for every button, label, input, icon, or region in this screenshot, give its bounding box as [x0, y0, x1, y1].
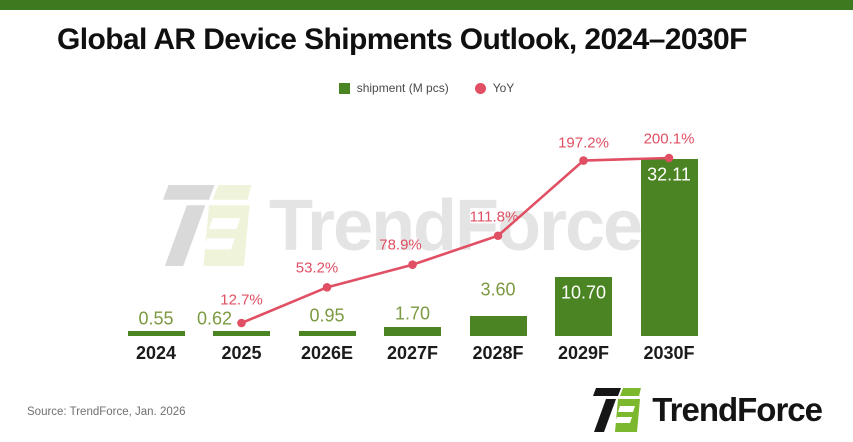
yoy-value-label: 111.8%: [469, 208, 519, 226]
x-axis-label-2024: 2024: [135, 343, 177, 363]
shipment-bar-2025: [213, 331, 270, 336]
shipment-value-label: 1.70: [394, 303, 431, 324]
yoy-point-2030F: [664, 153, 674, 163]
shipment-bar-2030F: [640, 159, 698, 336]
yoy-swatch-icon: [474, 82, 486, 94]
legend-item-yoy: YoY: [474, 81, 515, 95]
shipment-value-label: 0.95: [309, 305, 345, 326]
x-axis-label-2030F: 2030F: [643, 343, 695, 363]
chart-legend: shipment (M pcs) YoY: [0, 81, 853, 95]
x-axis-label-2026E: 2026E: [300, 343, 354, 363]
source-note: Source: TrendForce, Jan. 2026: [27, 406, 186, 418]
x-axis-label-2028F: 2028F: [472, 343, 524, 363]
shipment-swatch-icon: [338, 82, 350, 94]
yoy-value-label: 200.1%: [643, 130, 695, 148]
trendforce-logo-icon: [593, 388, 642, 432]
yoy-value-label: 12.7%: [220, 291, 263, 309]
legend-yoy-label: YoY: [492, 81, 515, 95]
shipment-value-label: 32.11: [647, 164, 691, 185]
brand-logo: TrendForce: [593, 387, 823, 433]
yoy-value-label: 78.9%: [379, 236, 422, 254]
brand-name: TrendForce: [652, 391, 823, 428]
shipment-bar-2024: [127, 331, 185, 336]
yoy-point-2028F: [493, 231, 503, 241]
yoy-point-2027F: [408, 260, 417, 270]
watermark: TrendForce: [163, 183, 643, 268]
yoy-line: [240, 156, 670, 325]
x-axis-label-2029F: 2029F: [557, 343, 610, 363]
shipment-value-label: 3.60: [480, 279, 516, 300]
watermark-logo-icon: [163, 185, 252, 266]
yoy-point-2029F: [579, 156, 588, 165]
yoy-value-label: 53.2%: [295, 259, 339, 277]
shipment-bar-2029F: [555, 277, 612, 336]
shipment-bar-2026E: [298, 330, 356, 336]
shipment-value-label: 0.62: [196, 308, 233, 329]
shipment-bar-2028F: [469, 316, 527, 336]
watermark-text: TrendForce: [269, 185, 643, 266]
yoy-point-2026E: [322, 283, 332, 292]
page-title: Global AR Device Shipments Outlook, 2024…: [57, 23, 747, 56]
x-axis-label-2027F: 2027F: [386, 343, 439, 363]
shipment-bar-2027F: [384, 326, 441, 336]
top-accent-strip: [0, 0, 853, 10]
legend-shipment-label: shipment (M pcs): [356, 81, 449, 95]
shipment-value-label: 10.70: [560, 282, 607, 303]
shipment-value-label: 0.55: [138, 308, 174, 329]
x-axis-label-2025: 2025: [221, 343, 262, 363]
yoy-value-label: 197.2%: [558, 134, 609, 152]
yoy-point-2025: [237, 318, 246, 328]
legend-item-shipment: shipment (M pcs): [338, 81, 449, 95]
